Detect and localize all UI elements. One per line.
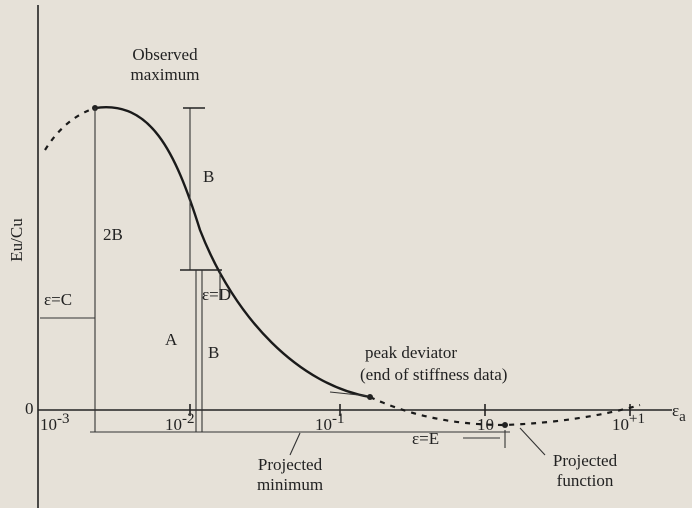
annotation: ε=E: [412, 429, 439, 448]
x-tick-label: 10+1: [612, 411, 645, 434]
leader: [329, 391, 369, 397]
leader: [289, 432, 301, 456]
x-tick-label: 10-3: [40, 411, 70, 434]
x-tick-exp: +1: [629, 411, 645, 427]
extrapolated-curve: [44, 106, 96, 151]
x-tick-base: 10: [612, 415, 629, 434]
annotation: 2B: [103, 225, 123, 244]
annotation: A: [165, 330, 178, 349]
annotation: maximum: [131, 65, 200, 84]
x-tick-exp: -3: [57, 411, 70, 427]
min-point: [502, 422, 508, 428]
annotation: function: [557, 471, 614, 490]
x-tick-label: 10-1: [315, 411, 345, 434]
x-axis-label-base: ε: [672, 401, 679, 420]
annotation: (end of stiffness data): [360, 365, 507, 384]
projected-function-curve: [369, 396, 641, 427]
origin-label: 0: [25, 399, 34, 418]
annotation: Projected: [553, 451, 618, 470]
x-tick-exp: -1: [332, 411, 345, 427]
annotation: Projected: [258, 455, 323, 474]
annotation: minimum: [257, 475, 323, 494]
x-axis-label: εa: [672, 401, 686, 425]
x-tick-base: 10: [315, 415, 332, 434]
x-tick-base: 10: [40, 415, 57, 434]
leader: [519, 427, 546, 456]
annotation: B: [208, 343, 219, 362]
annotation: ε=D: [202, 285, 231, 304]
annotation: B: [203, 167, 214, 186]
annotation: peak deviator: [365, 343, 457, 362]
y-axis-label: Eu/Cu: [7, 218, 26, 262]
x-axis-label-sub: a: [679, 409, 686, 425]
annotation: ε=C: [44, 290, 72, 309]
x-tick-label: 10-2: [165, 411, 195, 434]
x-tick-label: 10: [477, 415, 494, 434]
peak-point: [367, 394, 373, 400]
x-tick-base: 10: [165, 415, 182, 434]
x-tick-exp: -2: [182, 411, 195, 427]
stiffness-curve: [94, 105, 371, 399]
x-tick-base: 10: [477, 415, 494, 434]
annotation: Observed: [132, 45, 198, 64]
